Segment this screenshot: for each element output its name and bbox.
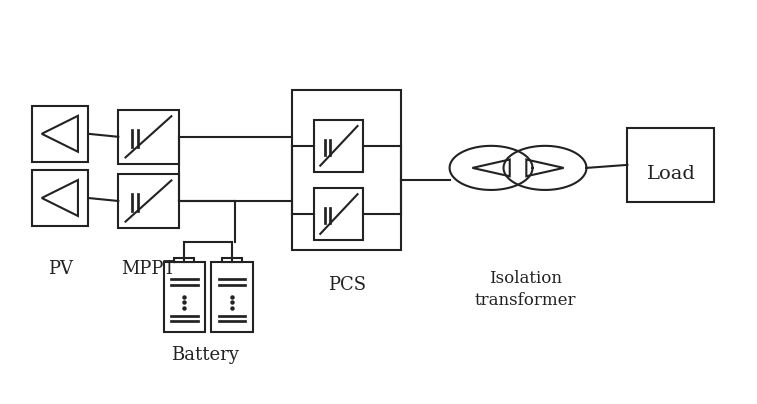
Bar: [118, 174, 179, 228]
Text: Battery: Battery: [171, 347, 239, 364]
Polygon shape: [472, 160, 509, 176]
Bar: [164, 262, 205, 332]
Bar: [222, 258, 241, 262]
Text: Isolation
transformer: Isolation transformer: [475, 270, 576, 309]
Text: Load: Load: [646, 165, 696, 183]
Bar: [314, 120, 363, 172]
Bar: [211, 262, 253, 332]
Text: PV: PV: [48, 260, 73, 278]
Polygon shape: [42, 116, 78, 152]
Bar: [118, 110, 179, 164]
Bar: [314, 188, 363, 240]
Bar: [174, 258, 195, 262]
Bar: [32, 106, 88, 162]
Bar: [32, 170, 88, 226]
Bar: [291, 90, 401, 250]
Polygon shape: [42, 180, 78, 216]
Polygon shape: [526, 160, 564, 176]
Text: PCS: PCS: [328, 276, 366, 294]
Bar: [628, 128, 714, 202]
Text: MPPT: MPPT: [121, 260, 176, 278]
